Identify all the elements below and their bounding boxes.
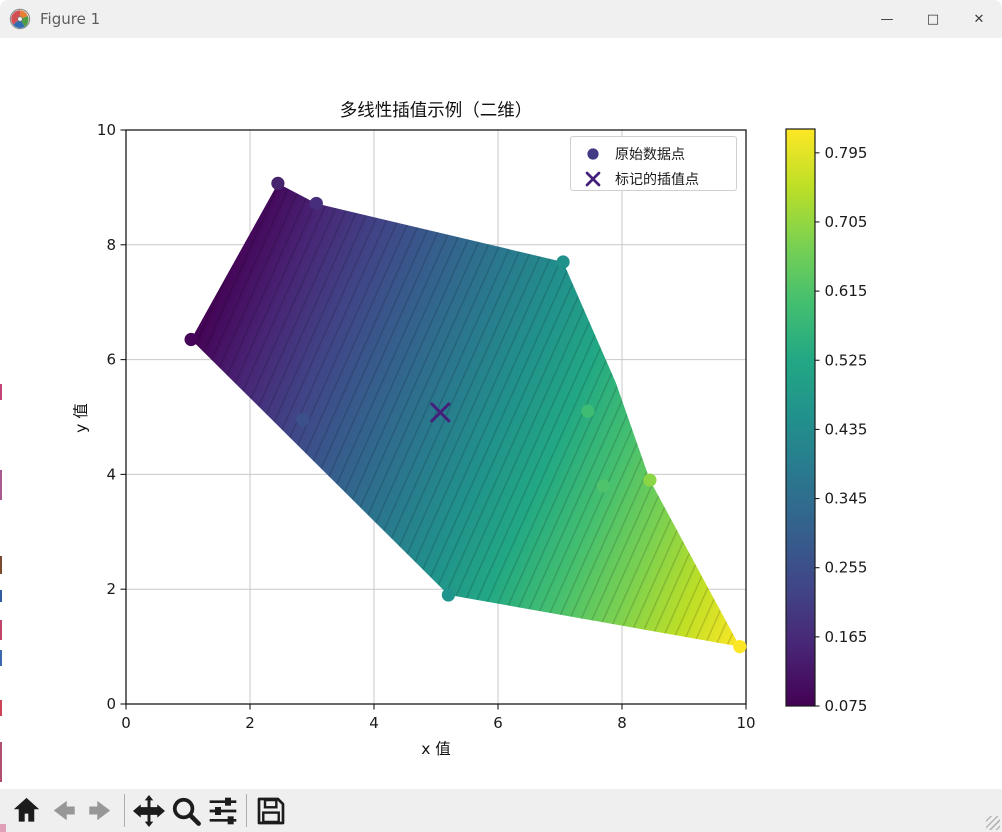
scatter-point [596,479,611,493]
desktop-edge-artifact [0,470,2,500]
y-tick-label: 4 [106,465,116,483]
forward-button[interactable] [82,792,119,830]
scatter-point [441,588,455,602]
colorbar-tick-label: 0.615 [825,282,868,300]
desktop-edge-artifact [0,620,2,640]
scatter-point [296,413,310,427]
x-icon [571,169,615,189]
y-tick-label: 0 [106,695,116,713]
toolbar-separator [246,794,247,827]
desktop-edge-artifact [0,650,2,666]
scatter-points [184,176,747,654]
desktop-edge-artifact [0,590,2,602]
scatter-point [271,176,285,190]
figure-canvas[interactable]: 多线性插值示例（二维） x 值 y 值 0 2 4 6 8 10 0 2 4 6 8 10 0.795 0… [0,38,1002,789]
scatter-point [184,332,198,347]
axes-frame [125,129,747,705]
scatter-point [581,404,595,418]
desktop-edge-artifact [0,556,2,574]
interp-x-marker [430,402,451,423]
axis-ticks: 0 2 4 6 8 10 0 2 4 6 8 10 [97,121,756,732]
zoom-button[interactable] [167,792,204,830]
scatter-point [643,473,657,487]
window-title: Figure 1 [40,10,101,28]
legend-item-data-points: 原始数据点 [571,141,736,166]
y-tick-label: 6 [106,351,116,369]
matplotlib-toolbar [0,789,1002,832]
legend: 原始数据点 标记的插值点 [570,136,737,191]
colorbar-ticks: 0.795 0.705 0.615 0.525 0.435 0.345 0.255 0.165… [815,144,867,715]
titlebar[interactable]: Figure 1 — □ ✕ [0,0,1002,38]
x-tick-label: 10 [736,714,755,732]
maximize-button[interactable]: □ [926,11,940,27]
x-tick-label: 4 [369,714,379,732]
toolbar-separator [124,794,125,827]
plot-title: 多线性插值示例（二维） [340,101,533,121]
colorbar-tick-label: 0.705 [825,213,868,231]
close-button[interactable]: ✕ [973,11,985,27]
pan-icon [132,794,165,827]
colorbar-tick-label: 0.795 [825,144,868,162]
scatter-point [309,196,323,211]
home-icon [13,797,40,822]
scatter-point [556,255,570,269]
configure-subplots-button[interactable] [204,792,241,830]
colorbar [785,128,816,707]
legend-item-interp-point: 标记的插值点 [571,166,736,191]
colorbar-tick-label: 0.435 [825,420,868,438]
dot-icon [571,144,615,164]
colorbar-tick-label: 0.345 [825,490,868,508]
legend-label: 原始数据点 [615,146,685,163]
sliders-icon [209,797,236,824]
colorbar-tick-label: 0.075 [825,697,868,715]
pan-button[interactable] [130,792,167,830]
back-button[interactable] [45,792,82,830]
save-button[interactable] [252,792,289,830]
y-tick-label: 10 [97,121,116,139]
resize-grip[interactable] [986,816,1000,830]
x-tick-label: 2 [245,714,255,732]
plot-area[interactable]: 多线性插值示例（二维） x 值 y 值 0 2 4 6 8 1002468100.7950… [0,38,1002,789]
colorbar-tick-label: 0.165 [825,628,868,646]
contour-lines [191,183,740,647]
matplotlib-logo-icon [9,8,31,30]
y-tick-label: 8 [106,236,116,254]
x-tick-label: 8 [617,714,627,732]
legend-label: 标记的插值点 [615,171,699,188]
back-arrow-icon [53,800,75,821]
colorbar-tick-label: 0.255 [825,559,868,577]
forward-arrow-icon [89,800,111,821]
magnifier-icon [172,797,201,826]
y-axis-label: y 值 [72,403,90,433]
desktop-edge-artifact [0,700,2,716]
save-floppy-icon [257,797,284,824]
home-button[interactable] [8,792,45,830]
x-tick-label: 0 [121,714,131,732]
x-axis-label: x 值 [421,740,451,758]
desktop-edge-artifact [0,384,2,400]
scatter-point [733,640,747,654]
colorbar-tick-label: 0.525 [825,351,868,369]
y-tick-label: 2 [106,580,116,598]
desktop-edge-artifact [0,742,2,782]
x-tick-label: 6 [493,714,503,732]
minimize-button[interactable]: — [880,11,894,27]
desktop-edge-artifact [0,824,6,832]
